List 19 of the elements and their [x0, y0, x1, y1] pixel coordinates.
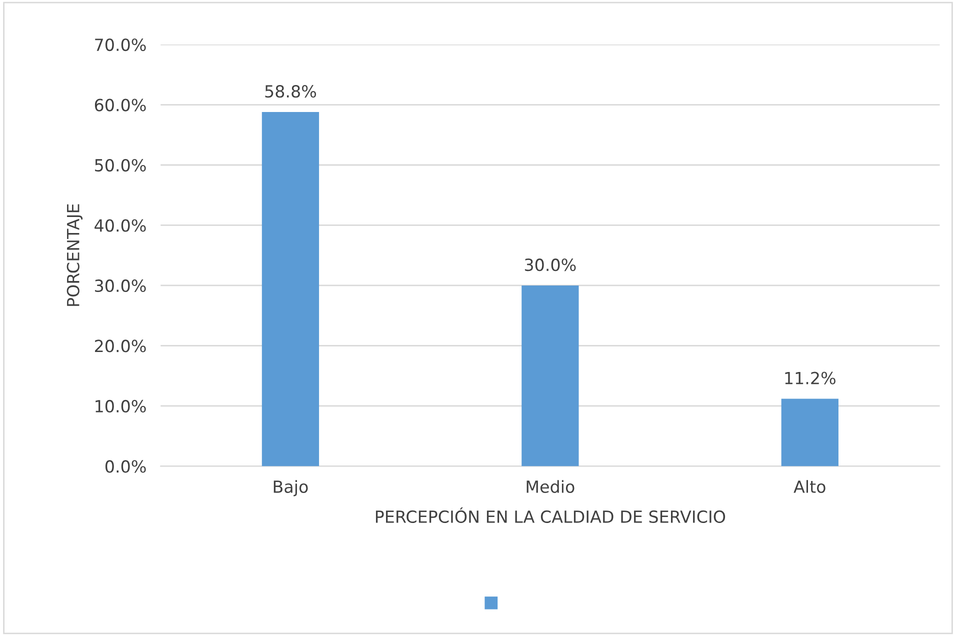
- y-tick-label: 70.0%: [95, 38, 146, 52]
- y-tick-label: 0.0%: [105, 460, 146, 473]
- y-tick-label: 60.0%: [94, 98, 146, 112]
- text: 58.8%: [265, 85, 316, 98]
- x-tick-label: Medio: [526, 480, 574, 493]
- y-tick-label: 50.0%: [95, 158, 146, 172]
- text: 30.0%: [524, 258, 576, 272]
- y-tick-label: 20.0%: [94, 340, 146, 352]
- bar: [781, 398, 838, 466]
- x-axis-title: PERCEPCIÓN EN LA CALDIAD DE SERVICIO: [376, 507, 726, 523]
- y-tick-label: 40.0%: [94, 219, 146, 232]
- y-axis-title: PORCENTAJE: [66, 204, 83, 306]
- x-tick-label: Bajo: [274, 480, 308, 496]
- y-tick-label: 10.0%: [96, 400, 146, 413]
- bar: [262, 112, 320, 466]
- bar: [522, 285, 579, 466]
- x-tick-label: Alto: [794, 480, 826, 493]
- text: 11.2%: [785, 372, 836, 384]
- y-tick-label: 30.0%: [95, 279, 146, 292]
